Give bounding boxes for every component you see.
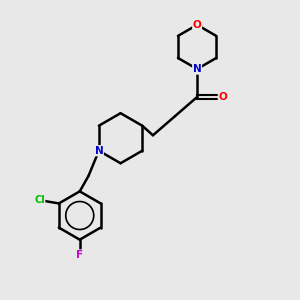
- Text: Cl: Cl: [34, 196, 45, 206]
- Text: O: O: [193, 20, 202, 30]
- Text: F: F: [76, 250, 83, 260]
- Text: O: O: [218, 92, 227, 102]
- Text: N: N: [94, 146, 103, 156]
- Text: N: N: [193, 64, 202, 74]
